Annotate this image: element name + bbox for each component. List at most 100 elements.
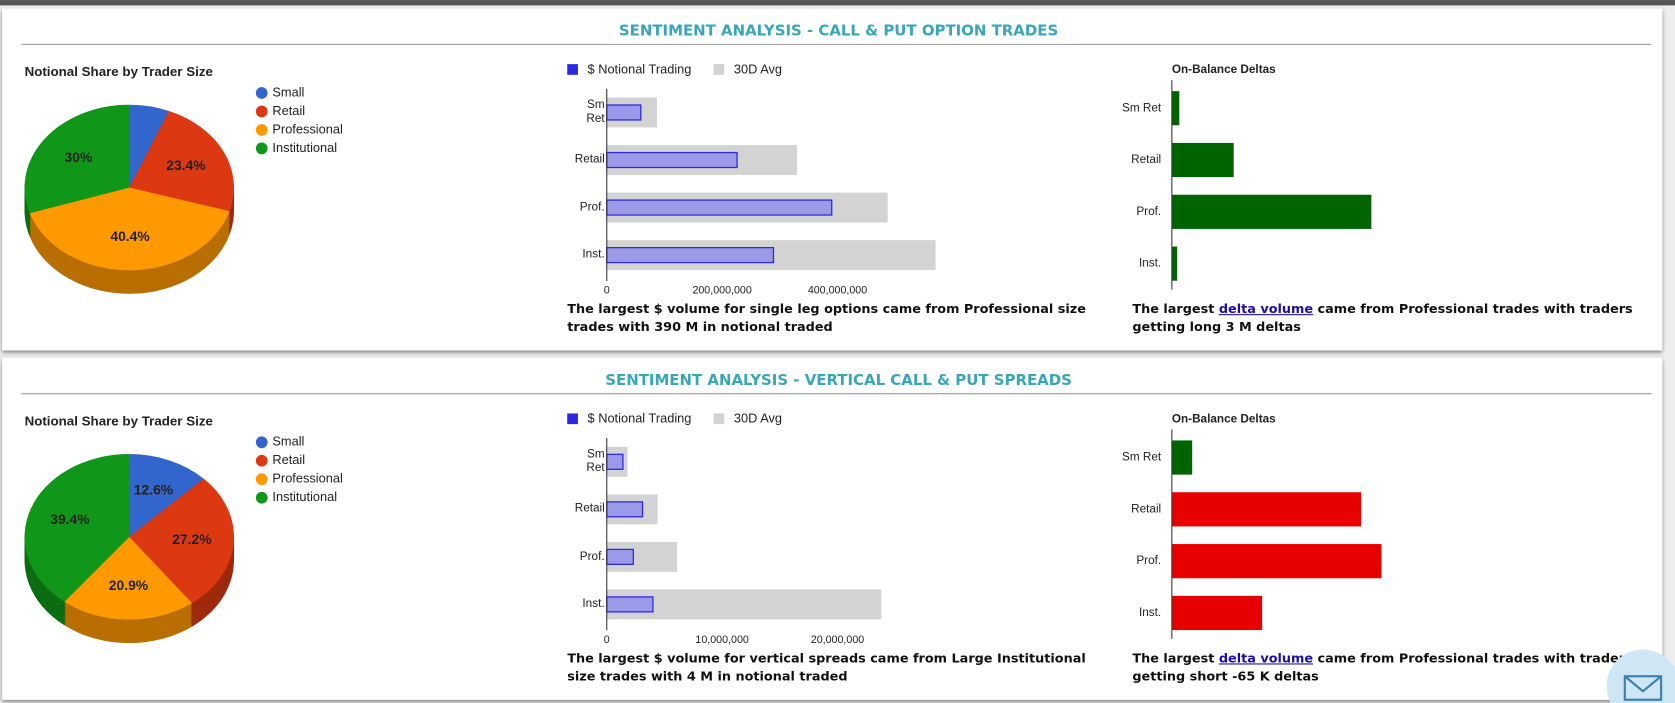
pie-label: 12.6% (134, 482, 173, 498)
legend-swatch (567, 413, 578, 425)
pie-slice (129, 104, 170, 188)
caption-link[interactable]: delta volume (1218, 650, 1314, 666)
panel (2, 8, 1663, 351)
top-strip (0, 0, 1675, 6)
category-label: Inst. (1139, 257, 1161, 270)
legend-swatch (255, 473, 268, 486)
caption: The largest delta volume came from Profe… (1132, 650, 1655, 686)
pie-slice (129, 110, 234, 212)
x-tick-label: 200,000,000 (692, 284, 751, 296)
pie-title: Notional Share by Trader Size (25, 414, 213, 429)
category-label: Retail (1131, 502, 1161, 515)
caption-part: came from Professional trades with trade… (1132, 650, 1633, 684)
pie-label: 30% (65, 149, 93, 165)
legend-label: Professional (272, 471, 342, 486)
category-label-text: Sm Ret (586, 98, 605, 126)
category-label: Inst. (560, 240, 605, 270)
legend-swatch (567, 64, 578, 75)
bar (1171, 440, 1193, 475)
bar (1171, 246, 1178, 281)
caption-part: The largest (1132, 650, 1219, 666)
deltas-title: On-Balance Deltas (1172, 412, 1276, 425)
legend-label: 30D Avg (734, 411, 782, 426)
bar (1171, 544, 1382, 579)
category-label-text: Inst. (582, 248, 605, 261)
bar (1171, 595, 1263, 631)
bar (1171, 91, 1180, 126)
bar (606, 501, 644, 518)
mail-icon-flap (1624, 675, 1662, 693)
category-label: Retail (560, 494, 605, 524)
caption-part: came from Professional trades with trade… (1132, 301, 1633, 335)
bar (606, 199, 833, 216)
legend-label: Small (272, 434, 304, 449)
category-label: Prof. (1136, 205, 1161, 218)
category-label-text: Prof. (579, 549, 605, 563)
category-label: Inst. (1139, 606, 1161, 619)
caption-text: The largest delta volume came from Profe… (1132, 650, 1655, 686)
legend-label: Retail (272, 103, 305, 118)
category-label: Sm Ret (586, 98, 605, 126)
deltas-title: On-Balance Deltas (1172, 63, 1276, 76)
legend-swatch (255, 454, 268, 467)
category-label: Inst. (560, 240, 605, 270)
legend-swatch (255, 142, 268, 155)
category-label-text: Inst. (582, 597, 605, 611)
legend-swatch (255, 436, 268, 449)
x-tick-label: 0 (604, 634, 610, 646)
caption: The largest $ volume for vertical spread… (567, 651, 1086, 684)
category-label: Retail (560, 145, 605, 175)
category-label: Sm Ret (1122, 451, 1162, 464)
legend-label: 30D Avg (734, 61, 782, 76)
x-tick-label: 0 (604, 284, 610, 296)
pie-slice (129, 454, 204, 537)
caption-text: The largest $ volume for single leg opti… (567, 301, 1086, 335)
panel-title: SENTIMENT ANALYSIS - CALL & PUT OPTION T… (619, 22, 1058, 40)
category-label: Retail (560, 145, 605, 175)
pie-slice (64, 536, 193, 620)
category-label: Retail (1131, 153, 1161, 166)
caption-link[interactable]: delta volume (1218, 301, 1314, 317)
legend-swatch (255, 124, 268, 136)
category-label: Sm Ret (1122, 101, 1162, 114)
bar (606, 246, 775, 264)
legend-label: $ Notional Trading (588, 411, 692, 426)
bar (1171, 194, 1372, 229)
pie-title: Notional Share by Trader Size (25, 64, 213, 79)
category-label: Sm Ret (560, 447, 605, 477)
pie-slice (24, 454, 130, 602)
bar (1171, 492, 1362, 527)
category-label: Inst. (560, 589, 605, 619)
legend-label: Institutional (272, 140, 337, 155)
bar (606, 548, 634, 565)
bar (606, 596, 654, 613)
pie-label: 27.2% (172, 531, 211, 547)
pie-label: 23.4% (166, 157, 205, 173)
legend-label: Professional (272, 121, 342, 136)
category-label: Prof. (560, 193, 605, 223)
category-label-text: Sm Ret (586, 447, 605, 475)
panel (2, 357, 1663, 700)
pie-label: 20.9% (109, 577, 148, 593)
mail-button[interactable] (1606, 649, 1675, 703)
caption: The largest delta volume came from Profe… (1132, 300, 1655, 336)
category-label-text: Prof. (579, 200, 605, 214)
x-tick-label: 400,000,000 (808, 284, 867, 296)
caption: The largest $ volume for single leg opti… (567, 301, 1086, 335)
pie-label: 40.4% (110, 228, 149, 244)
legend-label: $ Notional Trading (588, 61, 692, 76)
bar (606, 453, 624, 470)
legend-label: Retail (272, 452, 305, 467)
bar (606, 151, 738, 169)
pie-slice (29, 187, 230, 271)
pie-slice (129, 478, 234, 604)
caption-part: The largest (1132, 301, 1219, 317)
caption-text: The largest delta volume came from Profe… (1132, 300, 1655, 336)
bar (606, 104, 642, 121)
bar (1171, 142, 1234, 178)
mail-icon (1623, 675, 1663, 701)
panel-title: SENTIMENT ANALYSIS - VERTICAL CALL & PUT… (605, 371, 1072, 389)
pie-label: 39.4% (50, 511, 89, 527)
